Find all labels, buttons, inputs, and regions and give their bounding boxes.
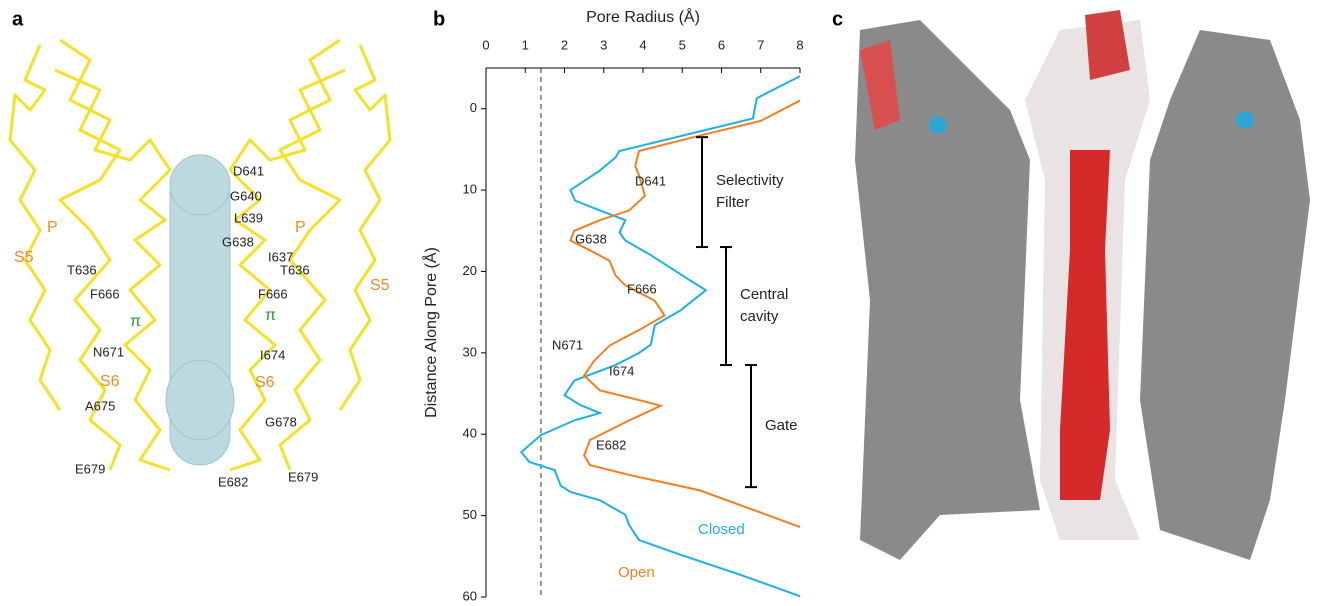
residue-label: T636 <box>280 262 310 277</box>
panel-label: c <box>832 8 843 30</box>
bracket-label: Central <box>740 286 788 303</box>
x-tick-label: 0 <box>482 37 489 52</box>
residue-label: P <box>295 219 306 236</box>
residue-label: D641 <box>233 163 264 178</box>
y-tick-label: 10 <box>463 182 477 197</box>
residue-label: N671 <box>93 344 124 359</box>
residue-label: I674 <box>609 363 634 378</box>
x-tick-label: 6 <box>718 37 725 52</box>
residue-label: S6 <box>100 373 120 390</box>
panel-label: a <box>12 8 24 30</box>
pore-surface <box>165 154 235 466</box>
line <box>519 75 801 598</box>
protein-backbone <box>8 38 392 472</box>
legend-label: Open <box>618 564 655 581</box>
residue-label: E682 <box>218 474 248 489</box>
bracket-label: Selectivity <box>716 172 784 189</box>
y-tick-label: 40 <box>463 426 477 441</box>
residue-label: A675 <box>85 398 115 413</box>
x-tick-label: 3 <box>600 37 607 52</box>
residue-label: G638 <box>575 231 607 246</box>
residue-label: D641 <box>635 173 666 188</box>
residue-label: T636 <box>67 262 97 277</box>
residue-label: I637 <box>268 249 293 264</box>
x-tick-label: 8 <box>796 37 803 52</box>
bracket-label: cavity <box>740 308 779 325</box>
residue-label: L639 <box>234 210 263 225</box>
residue-label: π <box>265 307 276 324</box>
residue-label: π <box>130 313 141 330</box>
residue-label: F666 <box>258 286 288 301</box>
legend-label: Closed <box>698 521 745 538</box>
residue-label: S5 <box>14 249 34 266</box>
y-tick-label: 20 <box>463 263 477 278</box>
y-tick-label: 30 <box>463 344 477 359</box>
bracket-label: Gate <box>765 417 798 434</box>
residue-label: G638 <box>222 234 254 249</box>
residue-label: S6 <box>255 374 275 391</box>
y-tick-label: 50 <box>463 507 477 522</box>
residue-label: P <box>47 219 58 236</box>
x-tick-label: 4 <box>639 37 646 52</box>
x-tick-label: 5 <box>679 37 686 52</box>
residue-label: E679 <box>288 469 318 484</box>
line <box>569 99 801 528</box>
residue-label: E679 <box>75 461 105 476</box>
residue-label: I674 <box>260 347 285 362</box>
surface-section <box>855 10 1310 560</box>
x-tick-label: 1 <box>522 37 529 52</box>
residue-label: F666 <box>627 281 657 296</box>
x-tick-label: 7 <box>757 37 764 52</box>
residue-label: F666 <box>90 286 120 301</box>
chart: Pore Radius (Å) Distance Along Pore (Å) 0 1… <box>421 7 803 603</box>
panel-label: b <box>433 8 445 30</box>
residue-label: S5 <box>370 277 390 294</box>
x-axis-title: Pore Radius (Å) <box>586 7 700 26</box>
y-tick-label: 0 <box>470 100 477 115</box>
y-tick-label: 60 <box>463 588 477 603</box>
residue-label: E682 <box>596 437 626 452</box>
residue-label: G640 <box>230 188 262 203</box>
residue-label: N671 <box>552 337 583 352</box>
residue-label: G678 <box>265 414 297 429</box>
y-axis-title: Distance Along Pore (Å) <box>421 247 440 418</box>
bracket-label: Filter <box>716 194 749 211</box>
x-tick-label: 2 <box>561 37 568 52</box>
